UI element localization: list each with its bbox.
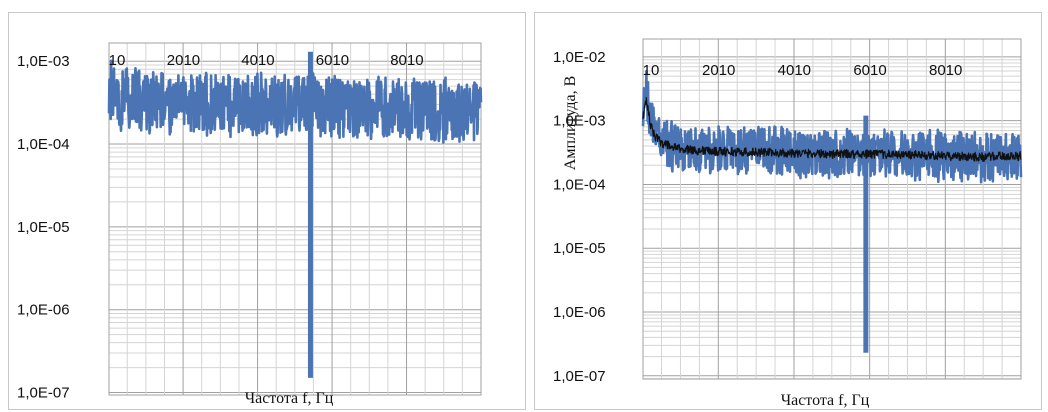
x-tick-label: 8010 xyxy=(390,52,423,69)
noise-band-line xyxy=(107,59,483,144)
x-tick-label: 4010 xyxy=(778,62,811,79)
y-tick-label: 1,0E-07 xyxy=(553,368,606,385)
chart-panel-left: 1,0E-03 1,0E-04 1,0E-05 1,0E-06 1,0E-07 10 201… xyxy=(8,12,526,410)
x-tick-label: 6010 xyxy=(316,52,349,69)
y-tick-label: 1,0E-05 xyxy=(17,219,70,236)
mean-line xyxy=(642,97,1022,162)
x-tick-label: 10 xyxy=(643,62,660,79)
x-axis-label: Частота f, Гц xyxy=(245,390,334,407)
y-tick-label: 1,0E-07 xyxy=(17,385,70,402)
y-tick-label: 1,0E-03 xyxy=(17,53,70,70)
y-tick-labels: 1,0E-03 1,0E-04 1,0E-05 1,0E-06 1,0E-07 xyxy=(17,53,70,401)
x-tick-label: 10 xyxy=(109,52,126,69)
y-tick-label: 1,0E-06 xyxy=(553,304,606,321)
y-tick-label: 1,0E-04 xyxy=(553,176,606,193)
y-tick-label: 1,0E-04 xyxy=(17,136,70,153)
y-tick-label: 1,0E-03 xyxy=(553,113,606,130)
plot-area xyxy=(642,38,1022,380)
chart-left: 1,0E-03 1,0E-04 1,0E-05 1,0E-06 1,0E-07 10 201… xyxy=(17,42,483,407)
plot-area xyxy=(108,42,482,396)
chart-panel-right: 1,0E-02 1,0E-03 1,0E-04 1,0E-05 1,0E-06 1,0E-… xyxy=(534,12,1042,410)
x-tick-label: 2010 xyxy=(167,52,200,69)
y-tick-label: 1,0E-05 xyxy=(553,240,606,257)
y-tick-label: 1,0E-06 xyxy=(17,302,70,319)
x-tick-labels: 10 2010 4010 6010 8010 xyxy=(109,52,424,69)
y-tick-label: 1,0E-02 xyxy=(553,49,606,66)
y-tick-labels: 1,0E-02 1,0E-03 1,0E-04 1,0E-05 1,0E-06 1,0E-… xyxy=(553,49,606,385)
x-tick-label: 2010 xyxy=(702,62,735,79)
chart-right: 1,0E-02 1,0E-03 1,0E-04 1,0E-05 1,0E-06 1,0E-… xyxy=(553,38,1023,409)
x-axis-label: Частота f, Гц xyxy=(781,392,870,409)
x-tick-label: 6010 xyxy=(853,62,886,79)
series-1 xyxy=(107,51,483,378)
y-axis-label: Амплитуда, В xyxy=(562,76,579,170)
x-tick-labels: 10 2010 4010 6010 8010 xyxy=(643,62,963,79)
series-2 xyxy=(642,97,1022,162)
x-tick-label: 8010 xyxy=(929,62,962,79)
grid-lines xyxy=(642,39,1022,380)
x-tick-label: 4010 xyxy=(241,52,274,69)
